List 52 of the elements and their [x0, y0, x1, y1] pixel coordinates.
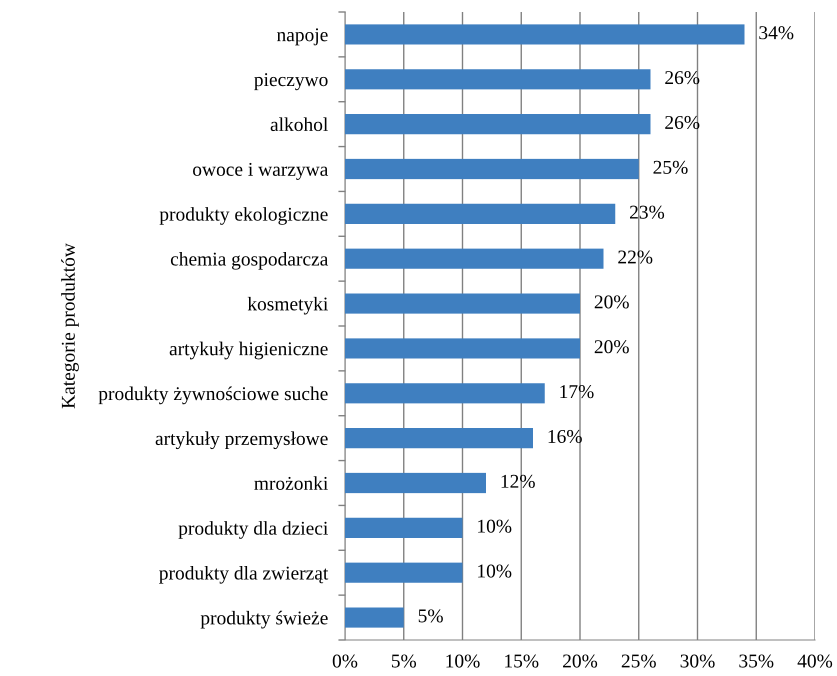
data-label: 23% [630, 206, 664, 219]
y-axis-title: Kategorie produktów [61, 243, 79, 408]
bar [345, 204, 616, 224]
x-tick-label: 35% [739, 654, 774, 668]
y-tick-label: owoce i warzywa [193, 162, 328, 180]
data-label: 22% [618, 250, 652, 264]
y-tick-label: alkohol [270, 117, 328, 132]
y-tick-label: produkty ekologiczne [160, 207, 328, 225]
y-tick-label: mrożonki [254, 476, 328, 490]
x-tick-label: 5% [392, 654, 416, 668]
data-label: 26% [665, 116, 700, 130]
y-tick-label: produkty dla dzieci [178, 521, 328, 539]
bar [345, 114, 650, 134]
y-tick-label: pieczywo [254, 73, 328, 90]
x-tick-label: 40% [798, 654, 832, 668]
x-tick-label: 0% [332, 654, 358, 668]
y-tick-label: artykuły przemysłowe [156, 431, 328, 450]
bar [345, 69, 650, 90]
bar [345, 24, 744, 45]
y-tick-label: produkty świeże [200, 610, 328, 629]
x-tick-label: 30% [680, 654, 715, 668]
data-label: 20% [594, 295, 629, 308]
bar [345, 248, 604, 269]
data-label: 12% [502, 474, 535, 488]
y-tick-label: kosmetyki [248, 296, 328, 315]
data-label: 17% [560, 385, 594, 398]
x-tick-label: 25% [622, 654, 656, 668]
data-label: 34% [759, 26, 794, 40]
y-tick-label: napoje [276, 28, 328, 46]
bar [345, 472, 486, 494]
bar [345, 383, 545, 404]
data-label: 10% [478, 520, 512, 533]
bar [345, 607, 404, 628]
bar [345, 158, 639, 180]
x-tick-label: 15% [505, 654, 538, 668]
bar [345, 428, 533, 448]
x-tick-label: 10% [446, 654, 480, 668]
bar [345, 338, 580, 359]
data-label: 10% [478, 564, 512, 578]
data-label: 16% [548, 430, 582, 444]
data-label: 5% [418, 609, 443, 622]
y-tick-label: chemia gospodarcza [170, 252, 328, 270]
y-tick-label: produkty żywnościowe suche [98, 386, 328, 404]
bar [345, 293, 580, 314]
data-label: 25% [653, 160, 688, 174]
data-label: 20% [594, 340, 629, 354]
y-tick-label: artykuły higieniczne [170, 342, 328, 360]
bar [345, 562, 462, 583]
bar [345, 518, 462, 538]
y-tick-label: produkty dla zwierząt [159, 566, 328, 584]
x-tick-label: 20% [563, 654, 598, 668]
data-label: 26% [665, 71, 700, 84]
